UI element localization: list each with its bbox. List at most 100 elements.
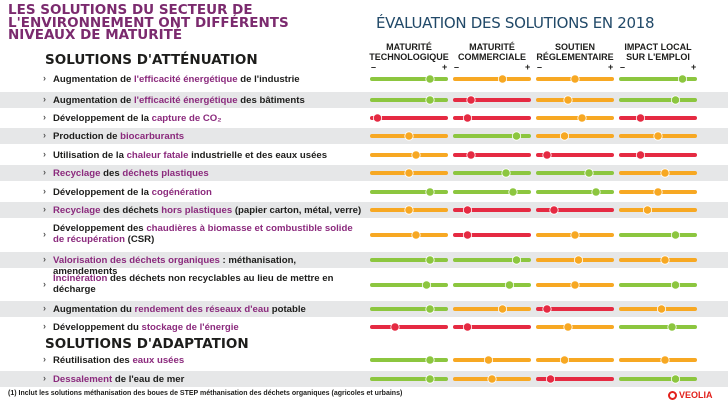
rating-bar: [536, 74, 614, 84]
rating-bar: [453, 168, 531, 178]
rating-track: [453, 190, 531, 194]
solution-row: › Recyclage des déchets plastiques: [0, 165, 728, 181]
chevron-right-icon: ›: [43, 303, 46, 313]
rating-track: [536, 153, 614, 157]
rating-marker: [545, 374, 556, 384]
scale-minus-label: –: [371, 62, 377, 72]
rating-marker: [660, 168, 670, 178]
rating-bar: [370, 255, 448, 265]
rating-bar: [453, 187, 531, 197]
rating-marker: [411, 150, 421, 160]
rating-bar: [370, 374, 448, 384]
rating-bar: [370, 95, 448, 105]
rating-bar: [619, 187, 697, 197]
rating-bar: [453, 322, 531, 332]
rating-marker: [421, 280, 432, 290]
rating-track: [619, 98, 697, 102]
solution-label: Développement du stockage de l'énergie: [53, 321, 239, 333]
solution-row: › Recyclage des déchets hors plastiques (…: [0, 202, 728, 218]
rating-bar: [453, 150, 531, 160]
rating-track: [619, 208, 697, 212]
rating-marker: [635, 113, 646, 123]
rating-bar: [619, 205, 697, 215]
solution-row: › Développement du stockage de l'énergie: [0, 319, 728, 335]
rating-bar: [536, 280, 614, 290]
solution-row: › Développement de la capture de CO₂: [0, 110, 728, 126]
rating-track: [370, 233, 448, 237]
rating-bar: [370, 74, 448, 84]
rating-bar: [370, 230, 448, 240]
rating-marker: [462, 322, 473, 332]
rating-track: [370, 190, 448, 194]
rating-marker: [425, 304, 435, 314]
rating-marker: [660, 255, 670, 265]
chevron-right-icon: ›: [43, 321, 46, 331]
solution-label: Incinération des déchets non recyclables…: [53, 273, 334, 295]
rating-marker: [501, 168, 511, 178]
rating-marker: [404, 168, 414, 178]
rating-marker: [372, 113, 383, 123]
page-title: Les solutions du secteur de l'environnem…: [8, 2, 289, 43]
rating-marker: [487, 374, 497, 384]
rating-marker: [542, 150, 552, 160]
scale-plus-label: +: [525, 62, 531, 72]
rating-marker: [404, 205, 414, 215]
chevron-right-icon: ›: [43, 73, 46, 83]
solution-row: › Utilisation de la chaleur fatale indust…: [0, 147, 728, 163]
rating-bar: [619, 304, 697, 314]
rating-bar: [453, 74, 531, 84]
chevron-right-icon: ›: [43, 149, 46, 159]
solution-row: › Dessalement de l'eau de mer: [0, 371, 728, 387]
chevron-right-icon: ›: [43, 130, 46, 140]
solution-label: Augmentation de l'efficacité énergétique…: [53, 73, 300, 85]
rating-track: [453, 153, 531, 157]
rating-bar: [370, 113, 448, 123]
rating-marker: [670, 95, 681, 105]
column-header: MATURITÉ COMMERCIALE: [458, 42, 526, 62]
rating-marker: [653, 131, 663, 141]
rating-track: [619, 116, 697, 120]
rating-marker: [667, 322, 677, 332]
rating-bar: [370, 150, 448, 160]
veolia-logo-icon: [668, 391, 677, 401]
solution-label: Augmentation de l'efficacité énergétique…: [53, 94, 305, 106]
rating-bar: [453, 355, 531, 365]
rating-marker: [563, 322, 573, 332]
rating-track: [453, 171, 531, 175]
solution-label: Développement de la cogénération: [53, 186, 212, 198]
solution-label: Dessalement de l'eau de mer: [53, 373, 185, 385]
rating-bar: [370, 355, 448, 365]
rating-track: [370, 258, 448, 262]
rating-track: [453, 77, 531, 81]
rating-track: [536, 358, 614, 362]
rating-track: [370, 98, 448, 102]
rating-marker: [642, 205, 653, 215]
scale-plus-label: +: [442, 62, 448, 72]
rating-marker: [425, 255, 435, 265]
rating-marker: [559, 131, 570, 141]
solution-label: Augmentation du rendement des réseaux d'…: [53, 303, 306, 315]
rating-bar: [453, 113, 531, 123]
rating-bar: [536, 374, 614, 384]
rating-bar: [619, 131, 697, 141]
solution-row: › Réutilisation des eaux usées: [0, 352, 728, 368]
rating-track: [619, 171, 697, 175]
rating-marker: [462, 113, 473, 123]
rating-marker: [677, 74, 688, 84]
rating-track: [619, 153, 697, 157]
rating-bar: [370, 131, 448, 141]
rating-marker: [504, 280, 515, 290]
rating-marker: [497, 74, 508, 84]
chevron-right-icon: ›: [43, 167, 46, 177]
solution-row: › Augmentation de l'efficacité énergétiqu…: [0, 71, 728, 87]
rating-track: [619, 233, 697, 237]
rating-bar: [370, 280, 448, 290]
rating-bar: [536, 113, 614, 123]
solution-label: Développement de la capture de CO₂: [53, 112, 222, 124]
scale-plus-label: +: [691, 62, 697, 72]
rating-bar: [453, 374, 531, 384]
solution-label: Développement des chaudières à biomasse …: [53, 223, 353, 245]
rating-track: [619, 377, 697, 381]
rating-marker: [425, 355, 435, 365]
chevron-right-icon: ›: [43, 354, 46, 364]
